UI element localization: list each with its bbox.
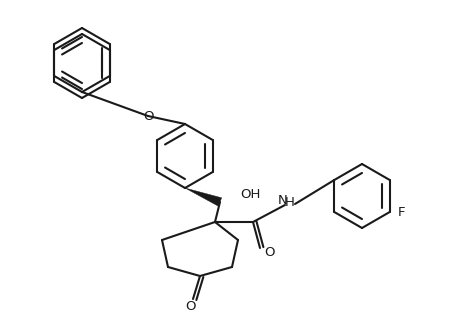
Text: F: F	[398, 205, 405, 218]
Text: O: O	[264, 247, 275, 260]
Text: O: O	[186, 300, 196, 314]
Text: H: H	[285, 195, 295, 209]
Text: N: N	[278, 193, 288, 206]
Text: O: O	[143, 110, 153, 122]
Polygon shape	[185, 188, 222, 206]
Text: OH: OH	[240, 189, 261, 202]
